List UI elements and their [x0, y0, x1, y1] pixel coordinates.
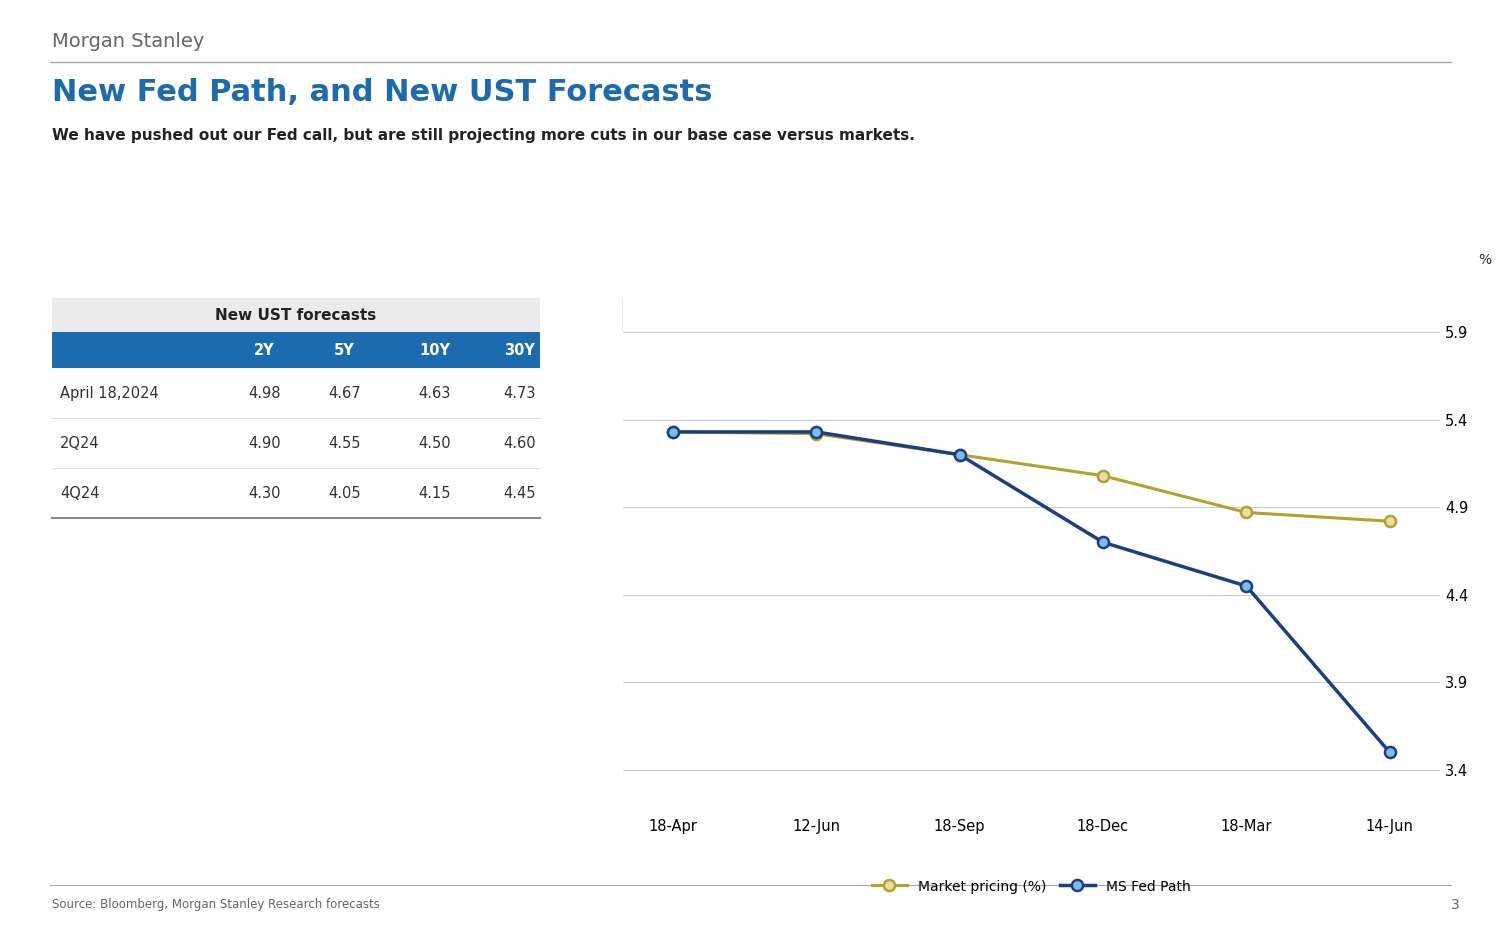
- Text: 4.45: 4.45: [503, 485, 536, 500]
- Legend: Market pricing (%), MS Fed Path: Market pricing (%), MS Fed Path: [867, 873, 1196, 899]
- Text: 4.73: 4.73: [503, 386, 536, 401]
- MS Fed Path: [951, 449, 969, 460]
- Bar: [53, 332, 540, 368]
- Text: %: %: [1479, 253, 1491, 267]
- Text: 4Q24: 4Q24: [60, 485, 99, 500]
- Text: Source: Bloomberg, Morgan Stanley Research forecasts: Source: Bloomberg, Morgan Stanley Resear…: [53, 898, 380, 911]
- Market pricing (%): [1238, 507, 1256, 518]
- Market pricing (%): [1094, 471, 1112, 482]
- Text: 2Q24: 2Q24: [60, 435, 99, 450]
- MS Fed Path: [1238, 580, 1256, 591]
- Market pricing (%): [951, 449, 969, 460]
- Text: New UST forecasts: New UST forecasts: [216, 308, 376, 323]
- Text: 4.50: 4.50: [419, 435, 452, 450]
- Text: 10Y: 10Y: [419, 342, 450, 357]
- MS Fed Path: [1094, 537, 1112, 548]
- Text: 4.63: 4.63: [419, 386, 450, 401]
- Bar: [53, 368, 540, 418]
- MS Fed Path: [1382, 747, 1400, 758]
- Text: 30Y: 30Y: [504, 342, 536, 357]
- Market pricing (%): [1382, 515, 1400, 526]
- Bar: [53, 468, 540, 518]
- Text: 2Y: 2Y: [254, 342, 274, 357]
- MS Fed Path: [807, 426, 825, 437]
- Text: 4.98: 4.98: [249, 386, 280, 401]
- Text: April 18,2024: April 18,2024: [60, 386, 159, 401]
- Bar: [53, 418, 540, 468]
- Text: We have pushed out our Fed call, but are still projecting more cuts in our base : We have pushed out our Fed call, but are…: [53, 128, 915, 143]
- Text: 4.05: 4.05: [328, 485, 362, 500]
- Bar: [53, 298, 540, 332]
- Text: 4.67: 4.67: [328, 386, 362, 401]
- Bar: [622, 298, 1440, 332]
- Line: Market pricing (%): Market pricing (%): [668, 426, 1395, 526]
- MS Fed Path: [663, 426, 681, 437]
- Text: Morgan Stanley Fed path versus markets: Morgan Stanley Fed path versus markets: [853, 308, 1208, 323]
- Text: 4.15: 4.15: [419, 485, 450, 500]
- Text: 3: 3: [1450, 898, 1460, 912]
- Text: 4.55: 4.55: [328, 435, 360, 450]
- Market pricing (%): [807, 428, 825, 439]
- Text: 4.30: 4.30: [249, 485, 280, 500]
- Text: 4.90: 4.90: [248, 435, 280, 450]
- Text: 4.60: 4.60: [503, 435, 536, 450]
- Text: 5Y: 5Y: [334, 342, 356, 357]
- Text: Morgan Stanley: Morgan Stanley: [53, 32, 204, 51]
- Line: MS Fed Path: MS Fed Path: [668, 426, 1395, 758]
- Market pricing (%): [663, 426, 681, 437]
- Text: New Fed Path, and New UST Forecasts: New Fed Path, and New UST Forecasts: [53, 78, 712, 107]
